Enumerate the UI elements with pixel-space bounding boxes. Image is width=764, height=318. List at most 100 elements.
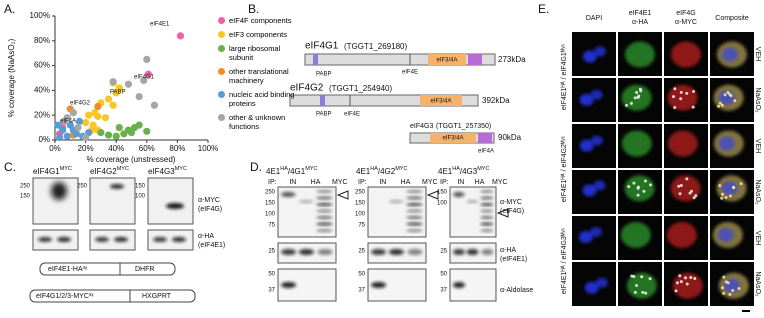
antibody-label: α-MYC (198, 197, 220, 204)
blot-title: eIF4G3MYC (148, 166, 187, 176)
stress-granule (722, 275, 726, 279)
cell-line-label: eIF4E1ᴴᴬ / eIF4G1ᴹʸᶜ (560, 43, 568, 110)
blot-band (95, 237, 109, 242)
point-annotation: PABP (110, 90, 126, 96)
title-part: 4E1 (266, 167, 281, 176)
ladder-label: 75 (268, 223, 275, 229)
scatter-point (109, 78, 117, 86)
arrowhead (336, 190, 349, 200)
legend-label: other translational machinery (229, 67, 289, 85)
panel-label: B. (248, 2, 259, 16)
cell-signal (667, 130, 698, 157)
blot-band (316, 203, 333, 206)
blot-band (281, 249, 297, 255)
condition-label: NaAsO₂ (754, 179, 761, 205)
scatter-point (104, 95, 113, 103)
x-tick-label: 60% (139, 144, 155, 153)
domain-label: PABP (316, 72, 332, 78)
point-annotation: eIF4G2 (70, 101, 91, 107)
superscript: MYC (175, 166, 187, 172)
ip-lane-label: MYC (332, 179, 348, 186)
ip-lane-label: IN (289, 179, 296, 186)
ip-lane-label: IP: (440, 179, 449, 186)
stress-granule (625, 103, 629, 107)
ladder-label: 150 (437, 190, 448, 196)
scatter-point (143, 55, 151, 64)
cell-signal (670, 175, 701, 202)
panel-label: C. (4, 160, 16, 174)
nucleus (579, 93, 594, 106)
stress-granule (692, 196, 696, 200)
blot-band (480, 196, 494, 200)
nucleus (595, 277, 608, 288)
x-tick-label: 40% (108, 144, 124, 153)
cell-signal (624, 41, 655, 68)
protein-bar (304, 53, 496, 66)
stress-granule (648, 277, 652, 281)
ip-lane-label: IN (379, 179, 386, 186)
stress-granule (694, 194, 698, 198)
legend-item: other translational machinery (218, 67, 302, 85)
superscript: MYC (60, 166, 72, 172)
superscript: MYC (117, 166, 129, 172)
ip-lane-label: IP: (268, 179, 277, 186)
legend-marker (218, 31, 225, 38)
legend-label: nucleic acid binding proteins (229, 90, 295, 108)
construct-name: eIF4G2 (290, 83, 324, 94)
panel-label: E. (538, 2, 549, 16)
arrowhead (426, 190, 439, 200)
ip-lane-label: HA (311, 179, 321, 186)
blot-band (153, 237, 167, 242)
blot-band (316, 229, 333, 232)
condition-label: NaAsO₂ (754, 271, 761, 297)
stress-granule (639, 89, 643, 93)
superscript: HA (280, 166, 288, 172)
ladder-label: 100 (437, 201, 448, 207)
western-blot (32, 229, 79, 251)
ip-lane-label: HA (401, 179, 411, 186)
y-tick-label: 0% (38, 135, 50, 144)
nucleus (590, 135, 603, 146)
stress-granule (693, 276, 697, 280)
stress-granule (643, 179, 647, 183)
ladder-label: 50 (358, 272, 365, 278)
nucleus (590, 89, 603, 100)
blot-band (316, 190, 333, 193)
title-part: /4G2 (378, 167, 396, 176)
nucleus (589, 226, 602, 237)
stress-granule (685, 91, 689, 95)
stress-granule (728, 292, 732, 296)
stress-granule (635, 90, 639, 94)
blot-title: 4E1HA/4G2MYC (356, 166, 407, 176)
nucleus (579, 139, 594, 152)
blot-band (406, 222, 423, 226)
ladder-label: 150 (135, 184, 146, 190)
title-part: /4G1 (288, 167, 306, 176)
column-header: DAPI (586, 15, 602, 22)
ladder-label: 25 (440, 249, 447, 255)
stress-granule (718, 184, 722, 188)
blot-band (172, 237, 186, 242)
blot-band (298, 200, 314, 203)
stress-granule (640, 275, 644, 279)
blot-band (406, 229, 423, 232)
stress-granule (724, 196, 728, 200)
nucleus (582, 50, 597, 63)
superscript: MYC (395, 166, 407, 172)
blot-band (114, 237, 128, 242)
stress-granule (677, 184, 681, 188)
column-header: α-HA (632, 19, 648, 26)
stress-granule (673, 105, 677, 109)
antibody-label: α-HA (198, 233, 214, 240)
nucleus (717, 227, 734, 242)
cell-signal (672, 272, 703, 299)
blot-band (316, 216, 333, 219)
stress-granule (724, 280, 728, 284)
stress-granule (729, 94, 733, 98)
scatter-point (124, 80, 133, 88)
scatter-point (55, 133, 64, 142)
legend: eIF4F components eIF3 components large rib… (218, 16, 302, 136)
legend-item: nucleic acid binding proteins (218, 90, 302, 108)
legend-item: large ribosomal subunit (218, 44, 302, 62)
antibody-label: α-Aldolase (500, 287, 533, 294)
